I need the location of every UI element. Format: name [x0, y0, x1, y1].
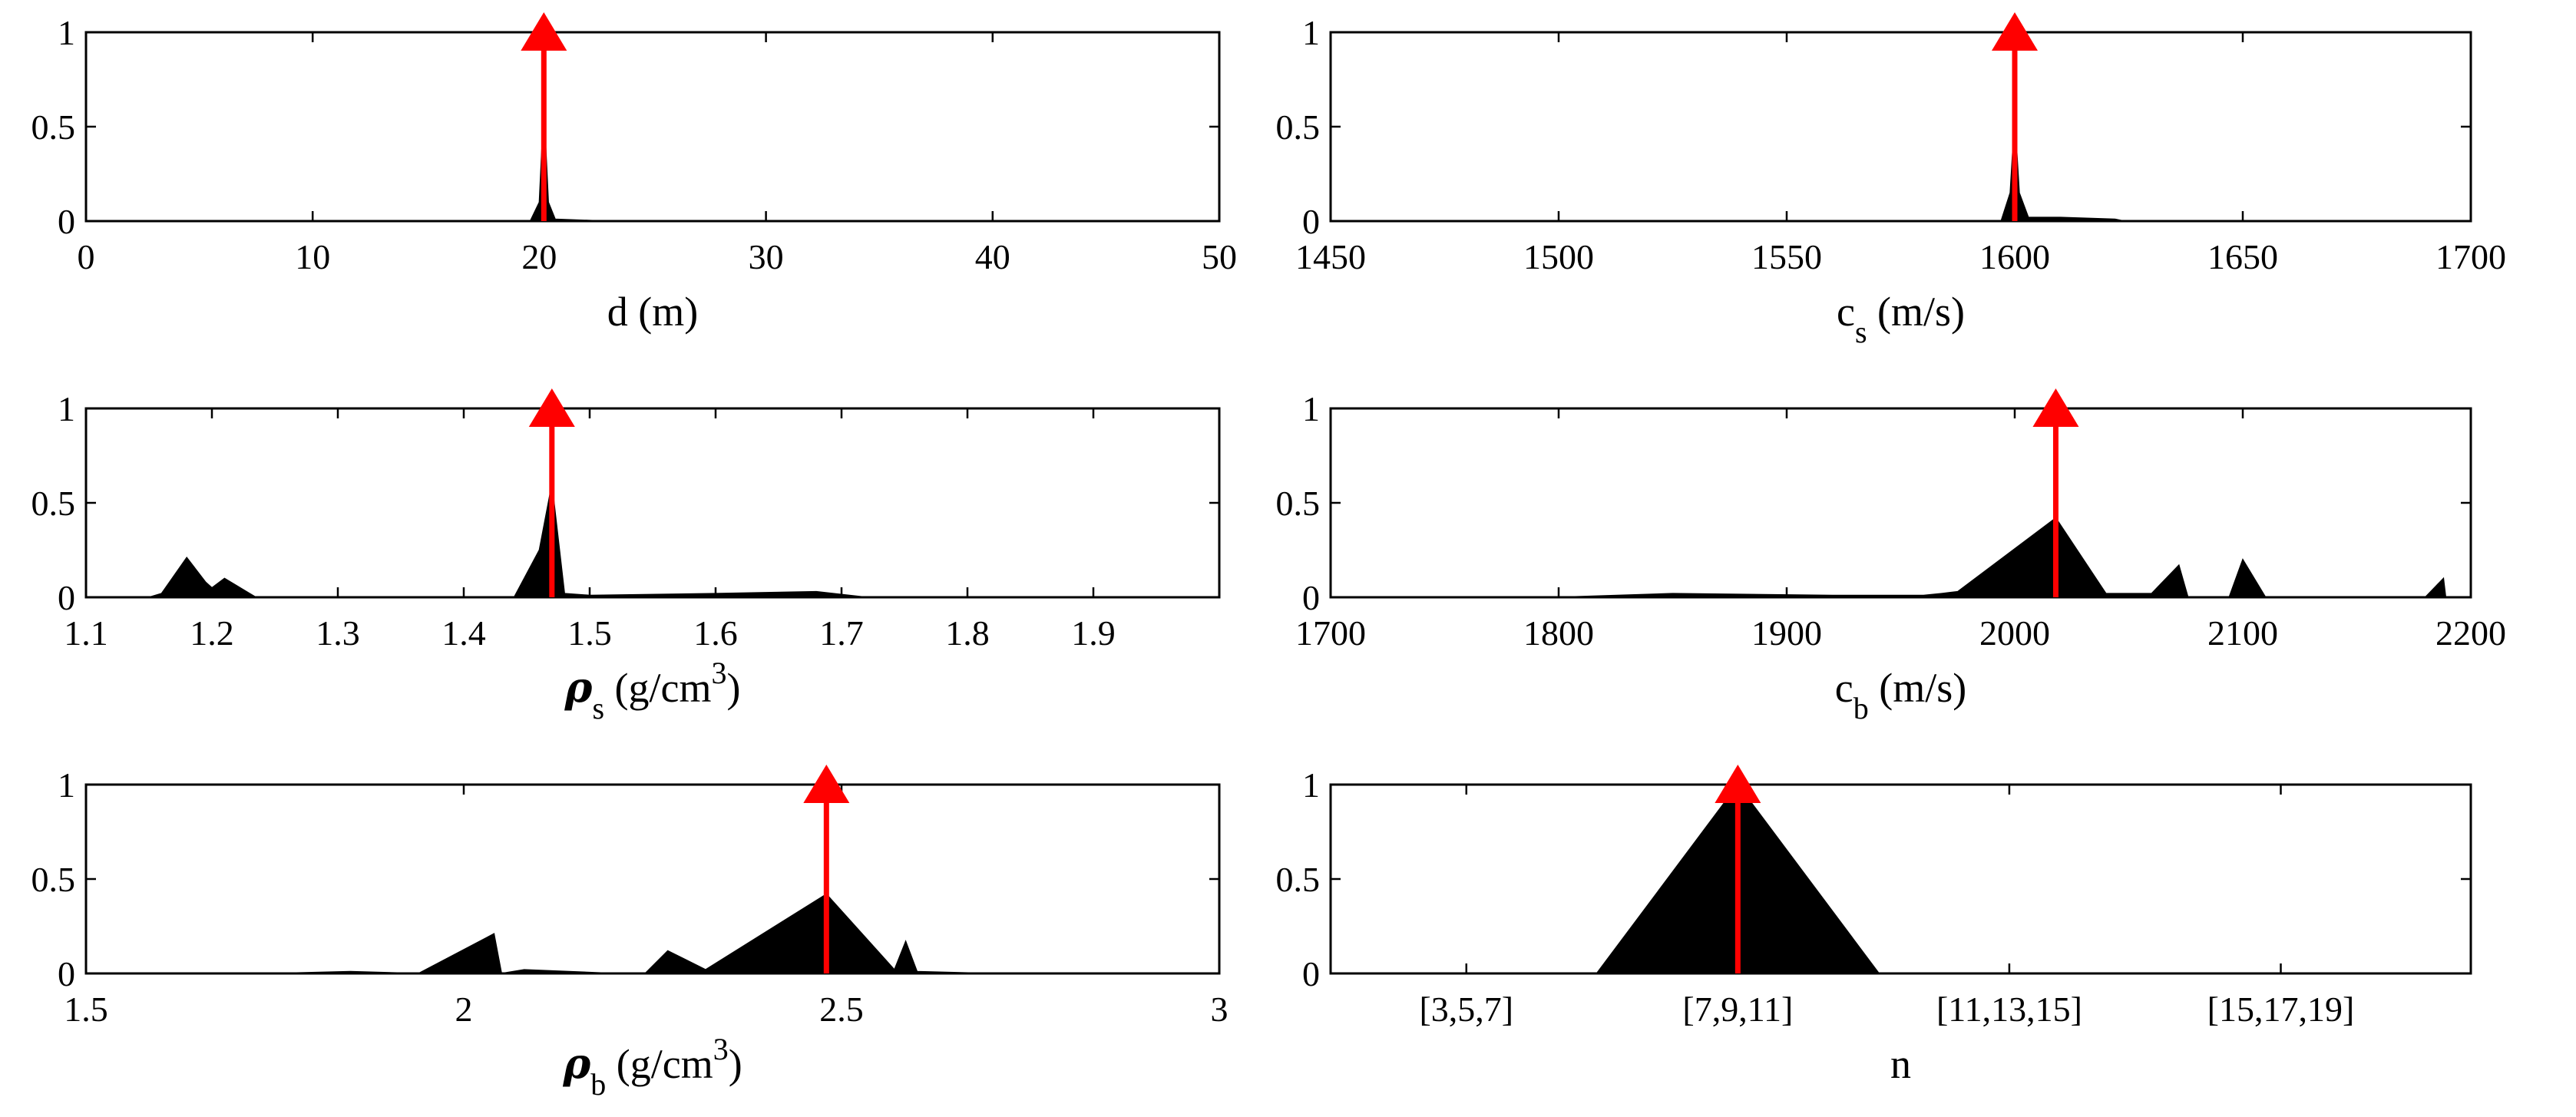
- distribution-area: [86, 893, 1219, 974]
- chart-panel-1: 0 10 20 30 40 50 0 0.5 1 d (m): [31, 12, 1237, 335]
- y-tick-label: 1: [58, 389, 75, 428]
- axes-frame: [84, 31, 1221, 223]
- x-axis-label: n: [1890, 1041, 1911, 1087]
- y-tick-label: 0: [1302, 578, 1320, 617]
- x-axis-label: cs (m/s): [1837, 289, 1965, 349]
- x-tick-label: [3,5,7]: [1419, 990, 1513, 1029]
- x-tick-label: 1450: [1295, 237, 1366, 276]
- distribution-area: [1331, 517, 2471, 598]
- y-tick-label: 1: [58, 13, 75, 52]
- distribution-area: [1331, 117, 2471, 222]
- true-value-arrow-head: [521, 12, 567, 51]
- y-tick-label: 1: [58, 765, 75, 805]
- y-tick-label: 1: [1302, 389, 1320, 428]
- axes-frame: [1329, 407, 2472, 599]
- x-axis-label: d (m): [607, 289, 698, 335]
- x-tick-label: 1700: [1295, 613, 1366, 653]
- chart-panel-2: 1450 1500 1550 1600 1650 1700 0 0.5 1 cs (m/s): [1276, 12, 2506, 349]
- axes-frame: [1329, 783, 2472, 975]
- x-axis-label: ρs (g/cm3): [564, 656, 741, 725]
- x-tick-label: 50: [1202, 237, 1237, 276]
- y-tick-label: 0.5: [31, 484, 76, 523]
- axes-frame: [1329, 31, 2472, 223]
- x-tick-label: 30: [749, 237, 784, 276]
- distribution-area: [1331, 783, 2471, 974]
- y-tick-label: 0.5: [1276, 484, 1321, 523]
- y-tick-label: 0: [58, 578, 75, 617]
- x-tick-label: 40: [975, 237, 1010, 276]
- chart-panel-5: 1.5 2 2.5 3 0 0.5 1 ρb (g/cm3): [31, 765, 1228, 1102]
- x-tick-label: 1800: [1523, 613, 1594, 653]
- x-tick-label: 0: [78, 237, 95, 276]
- x-tick-label: 2: [455, 990, 473, 1029]
- true-value-arrow-head: [1715, 765, 1761, 803]
- y-tick-label: 0: [58, 954, 75, 993]
- y-tick-label: 0.5: [31, 860, 76, 899]
- y-tick-label: 0.5: [1276, 860, 1321, 899]
- y-tick-label: 1: [1302, 765, 1320, 805]
- y-tick-label: 0.5: [31, 107, 76, 147]
- chart-panel-4: 1700 1800 1900 2000 2100 2200 0 0.5 1 cb (m/s): [1276, 388, 2506, 725]
- x-tick-label: 1500: [1523, 237, 1594, 276]
- x-tick-label: 1.2: [190, 613, 234, 653]
- distribution-area: [86, 484, 1219, 598]
- x-tick-label: 10: [295, 237, 330, 276]
- x-tick-label: 1600: [1979, 237, 2050, 276]
- true-value-arrow-head: [803, 765, 850, 803]
- x-tick-label: 1.7: [819, 613, 864, 653]
- true-value-arrow-head: [1992, 12, 2038, 51]
- x-tick-label: 1900: [1751, 613, 1822, 653]
- true-value-arrow-head: [528, 388, 575, 427]
- x-tick-label: 1.3: [316, 613, 360, 653]
- x-tick-label: 2200: [2435, 613, 2506, 653]
- distribution-area: [86, 107, 1219, 222]
- x-tick-label: 1.5: [64, 990, 108, 1029]
- y-tick-label: 0.5: [1276, 107, 1321, 147]
- x-tick-label: 1.9: [1071, 613, 1116, 653]
- true-value-arrow-head: [2032, 388, 2079, 427]
- x-tick-label: 1550: [1751, 237, 1822, 276]
- x-axis-label: cb (m/s): [1835, 665, 1966, 725]
- x-tick-label: 20: [521, 237, 557, 276]
- axes-frame: [84, 783, 1221, 975]
- y-tick-label: 0: [58, 202, 75, 241]
- x-tick-label: 1.8: [945, 613, 990, 653]
- y-tick-label: 0: [1302, 954, 1320, 993]
- axes-frame: [84, 407, 1221, 599]
- x-tick-label: 1650: [2207, 237, 2278, 276]
- x-tick-label: 2100: [2207, 613, 2278, 653]
- x-tick-label: 2.5: [819, 990, 864, 1029]
- x-tick-label: [11,13,15]: [1936, 990, 2082, 1029]
- x-axis-label: ρb (g/cm3): [562, 1032, 742, 1102]
- x-tick-label: 1700: [2435, 237, 2506, 276]
- x-tick-label: [15,17,19]: [2207, 990, 2355, 1029]
- chart-panel-6: [3,5,7] [7,9,11] [11,13,15] [15,17,19] 0 0.5 1…: [1276, 765, 2472, 1087]
- y-tick-label: 0: [1302, 202, 1320, 241]
- x-tick-label: 1.5: [567, 613, 612, 653]
- x-tick-label: 1.4: [441, 613, 486, 653]
- x-tick-label: [7,9,11]: [1682, 990, 1793, 1029]
- y-tick-label: 1: [1302, 13, 1320, 52]
- x-tick-label: 3: [1211, 990, 1228, 1029]
- x-tick-label: 1.1: [64, 613, 108, 653]
- chart-panel-3: 1.1 1.2 1.3 1.4 1.5 1.6 1.7 1.8 1.9 0 0.5 1 ρs (g/cm…: [31, 388, 1221, 725]
- x-tick-label: 1.6: [693, 613, 738, 653]
- x-tick-label: 2000: [1979, 613, 2050, 653]
